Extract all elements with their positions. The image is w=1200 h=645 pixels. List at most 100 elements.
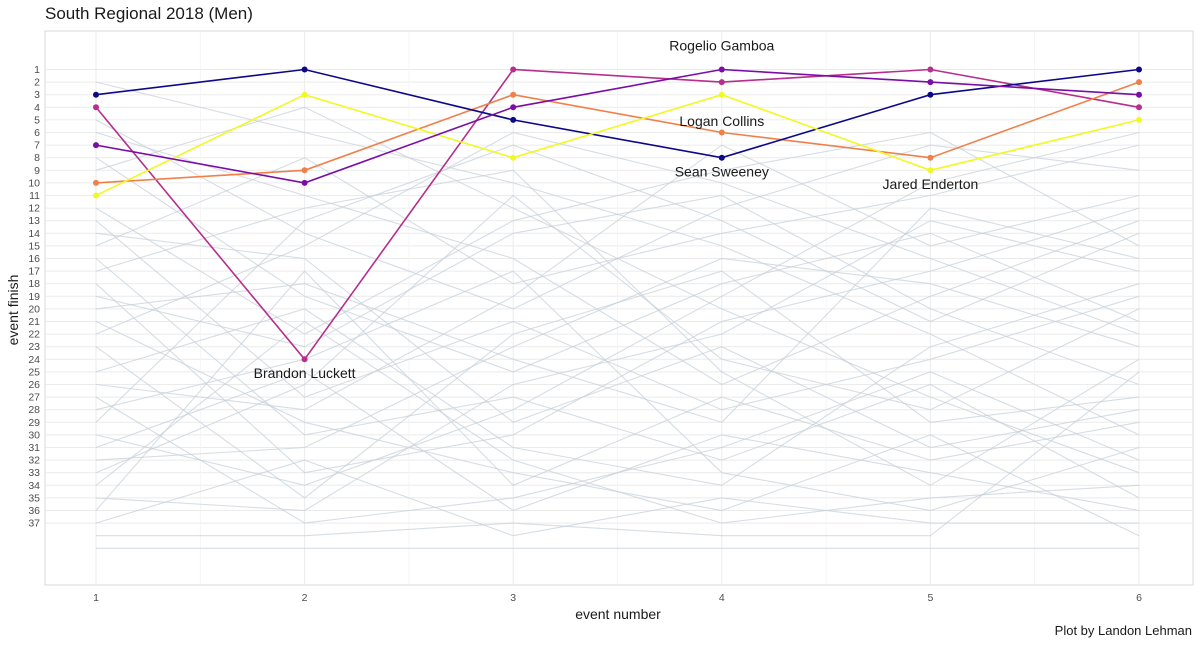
y-tick-label: 17 (28, 266, 40, 278)
series-point (510, 116, 517, 123)
series-point (93, 192, 99, 199)
background-athlete-line (95, 207, 1140, 474)
series-point (718, 79, 725, 86)
series-point (927, 167, 934, 174)
background-athlete-line (95, 169, 1140, 486)
athlete-annotation: Rogelio Gamboa (669, 38, 774, 54)
background-athlete-line (95, 194, 1140, 386)
series-point (927, 79, 934, 86)
y-tick-label: 33 (28, 467, 40, 479)
x-tick-label: 4 (719, 592, 725, 604)
series-point (510, 66, 517, 73)
series-point (301, 356, 308, 363)
athlete-annotation: Brandon Luckett (254, 365, 356, 381)
y-tick-label: 32 (28, 455, 40, 467)
background-athlete-line (95, 207, 1140, 423)
y-tick-label: 1 (34, 64, 40, 76)
background-athlete-line (95, 131, 1140, 386)
y-tick-label: 19 (28, 291, 40, 303)
background-athlete-line (95, 270, 1140, 511)
background-athlete-line (95, 131, 1140, 486)
y-tick-label: 8 (34, 152, 40, 164)
series-point (93, 142, 99, 149)
series-line (95, 68, 1140, 184)
y-tick-label: 7 (34, 140, 40, 152)
y-tick-label: 21 (28, 316, 40, 328)
y-tick-label: 28 (28, 404, 40, 416)
background-athlete-line (95, 270, 1140, 512)
y-tick-label: 3 (34, 89, 40, 101)
y-tick-label: 27 (28, 392, 40, 404)
series-point (927, 66, 934, 73)
y-tick-label: 16 (28, 253, 40, 265)
x-tick-label: 6 (1136, 592, 1142, 604)
y-tick-label: 34 (28, 480, 40, 492)
y-tick-label: 14 (28, 228, 40, 240)
y-tick-label: 12 (28, 203, 40, 215)
plot-caption: Plot by Landon Lehman (1054, 623, 1192, 638)
series-point (1136, 104, 1142, 111)
background-athlete-line (96, 371, 1140, 537)
y-tick-label: 36 (28, 505, 40, 517)
series-point (301, 179, 308, 186)
series-point (93, 91, 99, 98)
y-tick-label: 35 (28, 492, 40, 504)
chart-title: South Regional 2018 (Men) (45, 4, 253, 23)
y-tick-label: 13 (28, 215, 40, 227)
series-point (718, 154, 725, 161)
background-athlete-line (95, 194, 1140, 474)
series-point (718, 91, 725, 98)
y-tick-label: 23 (28, 341, 40, 353)
series-point (93, 179, 99, 186)
series-line (95, 93, 1140, 197)
y-tick-label: 25 (28, 366, 40, 378)
series-point (510, 154, 517, 161)
y-tick-label: 31 (28, 442, 40, 454)
series-point (718, 129, 725, 136)
y-tick-label: 15 (28, 240, 40, 252)
plot-panel (44, 30, 1194, 586)
background-athlete-line (95, 157, 1140, 373)
athlete-annotation: Sean Sweeney (675, 164, 769, 180)
background-athlete-line (95, 283, 1140, 486)
background-athlete-line (95, 131, 1140, 335)
x-tick-label: 2 (302, 592, 308, 604)
background-athlete-line (95, 131, 1140, 335)
series-point (1136, 91, 1142, 98)
y-tick-label: 26 (28, 379, 40, 391)
series-line (95, 68, 1140, 159)
series-point (510, 91, 517, 98)
series-line (95, 81, 1140, 184)
series-line (95, 68, 1140, 361)
series-point (927, 154, 934, 161)
y-tick-label: 5 (34, 114, 40, 126)
y-tick-label: 9 (34, 165, 40, 177)
athlete-annotation: Jared Enderton (883, 176, 979, 192)
x-axis-label: event number (575, 606, 661, 622)
athlete-annotation: Logan Collins (679, 113, 764, 129)
series-point (927, 91, 934, 98)
y-tick-label: 11 (29, 190, 40, 202)
background-athlete-line (95, 220, 1140, 512)
y-tick-label: 18 (28, 278, 40, 290)
background-athlete-line (95, 459, 1139, 537)
series-point (510, 104, 517, 111)
background-athlete-line (95, 371, 1140, 512)
y-tick-label: 30 (28, 429, 40, 441)
series-point (93, 104, 99, 111)
y-tick-label: 10 (28, 177, 40, 189)
x-tick-label: 3 (510, 592, 516, 604)
background-athlete-line (95, 257, 1140, 461)
y-tick-label: 20 (28, 303, 40, 315)
x-tick-label: 1 (93, 592, 99, 604)
y-tick-label: 29 (28, 417, 40, 429)
background-athlete-line (95, 144, 1140, 411)
series-point (301, 167, 308, 174)
series-point (301, 91, 308, 98)
y-tick-label: 37 (28, 518, 40, 530)
y-tick-label: 4 (34, 102, 40, 114)
background-athlete-line (95, 144, 1140, 423)
y-tick-label: 22 (28, 329, 40, 341)
series-point (1136, 116, 1142, 123)
